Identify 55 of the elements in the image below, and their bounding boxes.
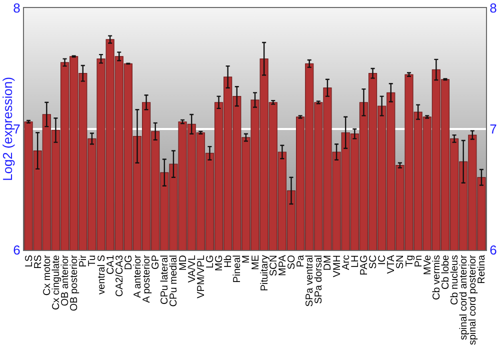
x-tick-label: Cx cingulate	[50, 254, 62, 310]
y-tick-label: 8	[13, 0, 20, 16]
x-tick-label: spinal cord anterior	[458, 254, 470, 340]
x-tick-label: OB posterior	[69, 254, 80, 312]
y2-tick-label: 6	[490, 242, 497, 258]
x-tick-label: Cb lobe	[440, 254, 452, 290]
x-tick-label: Hb	[223, 254, 234, 268]
x-tick-label: Tg	[404, 255, 416, 267]
x-tick-label: Pineal	[232, 255, 244, 283]
x-tick-label: VA/VL	[186, 254, 198, 283]
x-tick-label: VTA	[386, 254, 398, 274]
x-tick-label: Arc	[340, 255, 352, 270]
x-tick-label: Cx motor	[42, 254, 53, 296]
x-tick-label: A posterior	[142, 254, 153, 303]
x-tick-label: IC	[377, 255, 388, 265]
x-tick-label: GP	[150, 254, 162, 270]
x-tick-label: LH	[350, 255, 361, 268]
x-tick-label: MVe	[422, 254, 434, 276]
x-tick-label: Pa	[296, 254, 307, 268]
y2-tick-label: 8	[490, 0, 497, 16]
x-tick-label: CPu medial	[168, 255, 180, 307]
x-tick-label: LS	[24, 254, 35, 268]
x-tick-label: OB anterior	[60, 254, 72, 306]
x-tick-label: Cb vermis	[431, 255, 442, 300]
x-tick-label: Tu	[87, 255, 98, 266]
x-tick-label: SO	[286, 254, 298, 270]
x-tick-label: ventral S	[96, 254, 108, 294]
x-tick-label: SN	[395, 255, 406, 269]
x-tick-label: Pir	[78, 254, 90, 268]
x-tick-label: MD	[178, 255, 189, 271]
x-tick-label: CA1	[105, 254, 116, 274]
x-tick-label: RS	[32, 254, 44, 269]
x-tick-label: SC	[368, 255, 380, 269]
x-tick-label: Cb nucleus	[450, 255, 461, 306]
x-tick-label: PAG	[358, 254, 370, 276]
x-tick-label: DG	[123, 254, 134, 270]
x-tick-label: A anterior	[132, 254, 144, 298]
x-tick-label: MPA	[277, 254, 288, 276]
x-tick-label: SPa dorsal	[314, 255, 325, 304]
x-tick-label: Pn	[413, 255, 424, 268]
x-tick-label: SCN	[268, 255, 280, 276]
y-axis-title: Log2 (expression)	[0, 76, 15, 182]
x-tick-label: ME	[250, 254, 262, 270]
x-tick-label: Retina	[476, 254, 488, 284]
y-tick-label: 6	[13, 242, 20, 258]
x-tick-label: M	[241, 255, 252, 264]
x-tick-label: LG	[204, 254, 216, 268]
y-tick-label: 7	[13, 122, 20, 137]
x-tick-label: Pituitary	[259, 255, 270, 292]
x-tick-label: spinal cord posterior	[468, 254, 479, 346]
y2-tick-label: 7	[490, 122, 497, 137]
x-tick-label: DM	[322, 255, 334, 271]
x-tick-label: VPM/VPL	[196, 254, 207, 298]
x-tick-label: CA2/CA3	[114, 254, 126, 297]
x-tick-label: VMH	[332, 255, 343, 278]
